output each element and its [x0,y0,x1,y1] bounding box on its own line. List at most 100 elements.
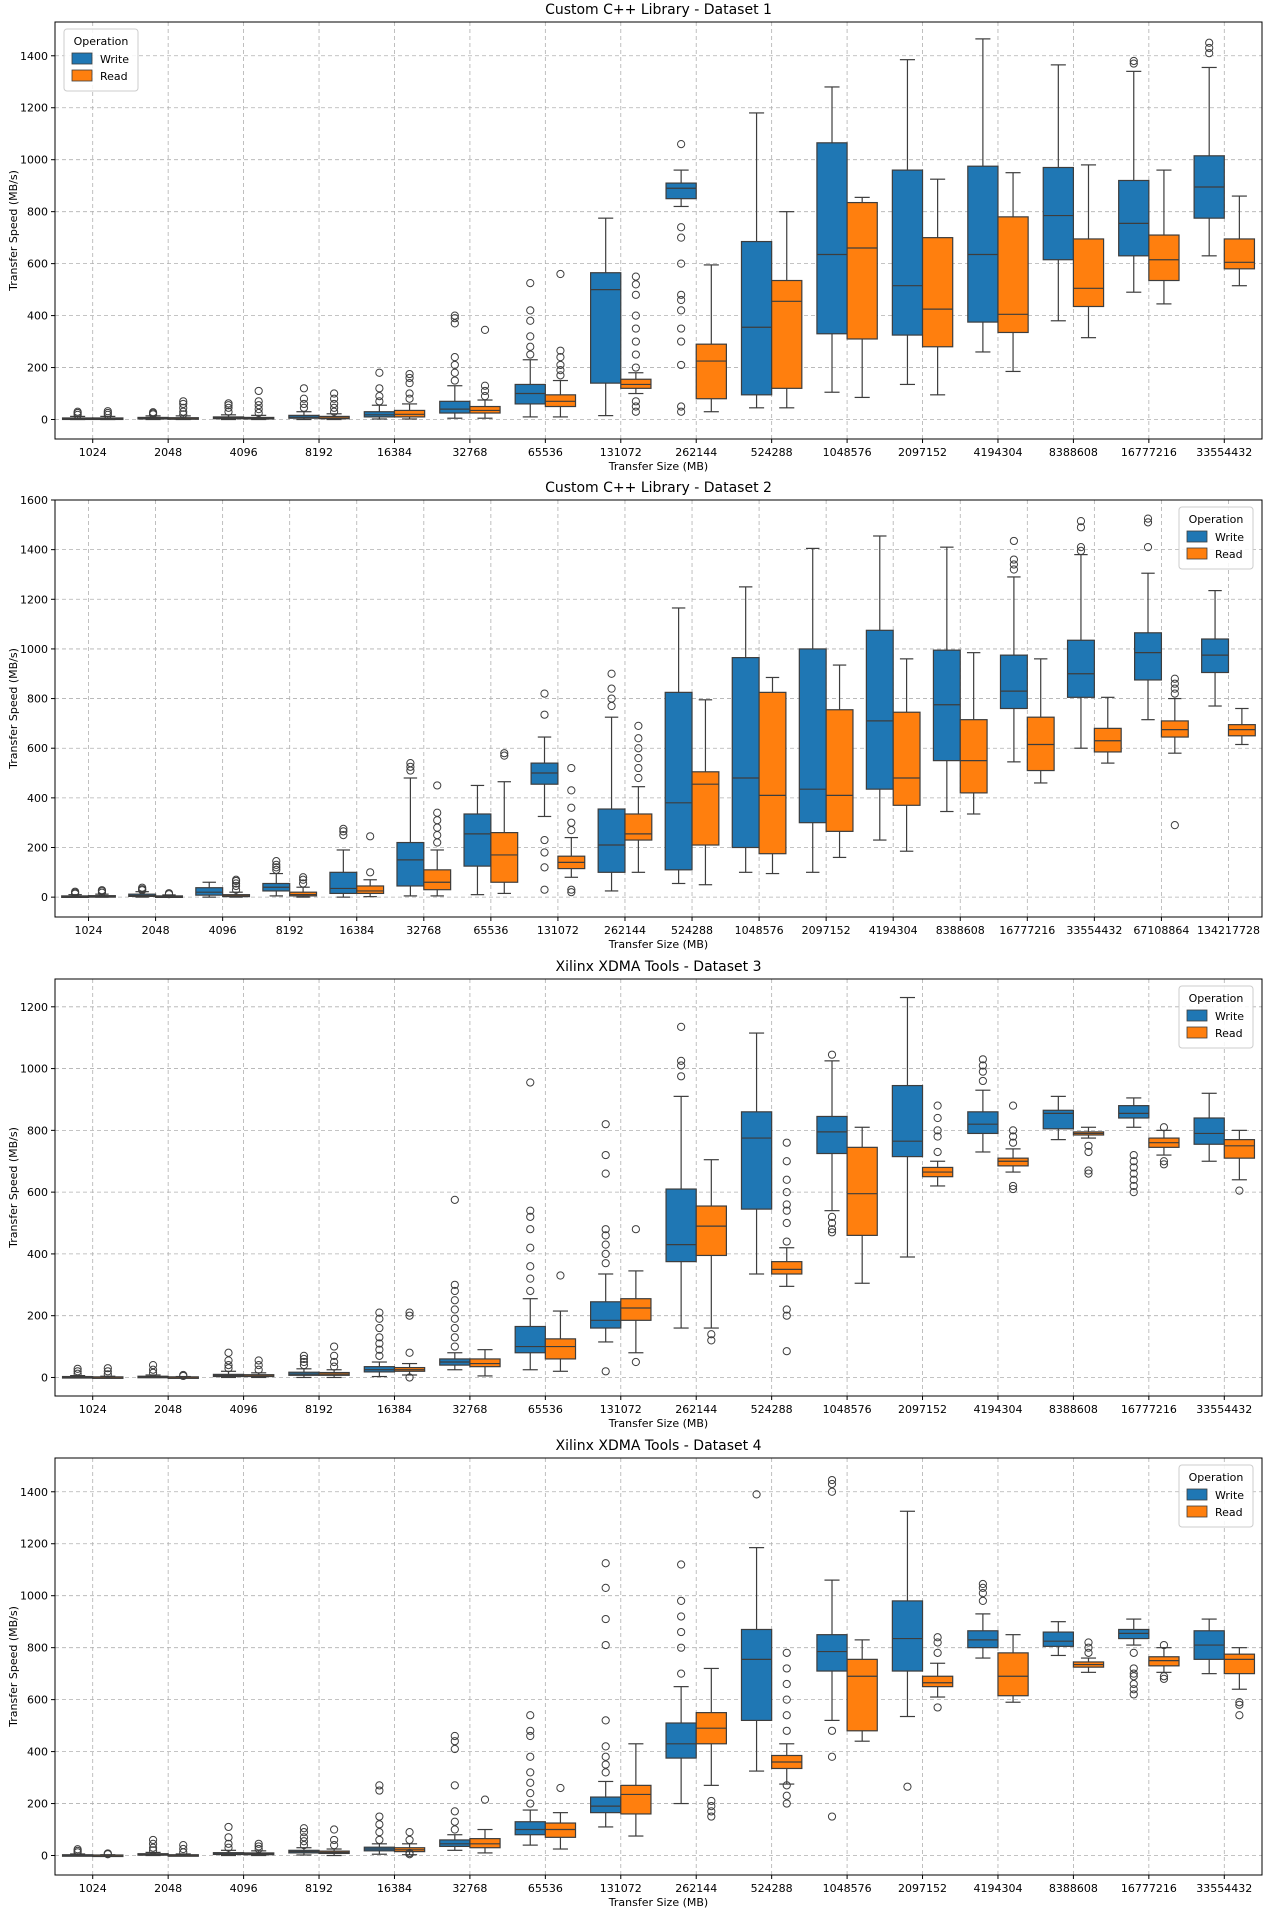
box-iqr [816,1115,848,1155]
y-axis: 0 200 400 600 800 1000 1200 1400 Transfer Speed … [7,1486,55,1863]
box-iqr [514,383,546,405]
outlier-point [450,1825,459,1834]
legend-swatch-read [1186,1505,1208,1518]
outlier-point [254,401,263,410]
y-tick-label: 1200 [20,102,48,115]
box-iqr [1066,639,1095,698]
outlier-point [272,860,281,869]
outlier-point [1008,1184,1018,1194]
box-read [771,1648,803,1808]
box-iqr [891,169,924,336]
box-iqr [590,272,622,384]
outlier-point [526,1752,535,1761]
box-iqr [740,1111,773,1210]
y-tick-label: 200 [27,842,48,855]
outlier-point [179,1841,188,1850]
x-tick-label: 65536 [528,1882,563,1895]
outlier-point [782,1347,791,1356]
box-read [997,1101,1029,1194]
x-tick-label: 4096 [230,1882,258,1895]
box-write [439,1195,471,1371]
outlier-point [526,1731,535,1741]
y-tick-label: 0 [41,414,48,427]
box-iqr [469,405,501,414]
grid [55,1458,1262,1875]
outlier-point [406,759,415,768]
outlier-point [1159,1160,1169,1169]
outlier-point [978,1583,987,1593]
outlier-point [1129,56,1138,66]
box-read [242,1839,275,1857]
box-read [167,1370,199,1381]
outlier-point [782,1695,791,1704]
outlier-point [752,1490,761,1499]
box-read [318,1342,350,1379]
box-write [665,1560,697,1805]
outlier-point [1084,1141,1093,1150]
y-tick-label: 800 [27,693,48,706]
outlier-point [299,1837,309,1846]
box-write [61,407,94,421]
legend: Operation Write Read [1178,506,1254,570]
outlier-point [601,1640,610,1650]
outlier-point [827,1752,837,1761]
plot-frame [54,499,1263,918]
outlier-point [405,373,414,383]
box-iqr [1133,632,1163,681]
box-read [87,886,116,898]
box-iqr [1026,716,1055,772]
box-read [771,211,803,409]
outlier-point [978,1067,987,1076]
x-axis-label: Transfer Size (MB) [608,460,708,473]
outlier-point [1159,1157,1169,1166]
x-tick-label: 4096 [230,446,258,459]
outlier-point [827,1726,837,1735]
box-iqr [624,813,653,841]
outlier-point [164,889,174,898]
chart-title: Xilinx XDMA Tools - Dataset 4 [556,1438,762,1454]
box-write [967,38,999,353]
legend-label-write: Write [100,53,129,66]
legend-title: Operation [1189,513,1244,526]
outlier-point [450,319,459,328]
legend-label-write: Write [1215,531,1244,544]
outlier-point [299,1361,309,1370]
box-iqr [620,378,652,389]
outlier-point [707,1336,716,1345]
outlier-point [677,1643,686,1652]
outlier-point [526,1726,535,1735]
box-iqr [865,629,894,790]
outlier-point [1129,1664,1138,1673]
outlier-point [782,1648,791,1657]
outlier-point [782,1799,791,1808]
outlier-point [406,762,415,771]
outlier-point [707,1802,716,1811]
outlier-point [1076,546,1086,555]
outlier-point [567,786,576,795]
box-write [597,669,626,892]
outlier-point [405,1835,414,1845]
box-iqr [825,709,854,832]
outlier-point [480,1795,490,1804]
outlier-point [330,1342,339,1351]
box-write [262,857,291,897]
outlier-point [1170,674,1179,683]
plot-frame [54,978,1263,1397]
box-iqr [846,1146,878,1236]
x-tick-label: 1048576 [823,1882,872,1895]
outlier-point [601,1150,610,1160]
box-iqr [620,1298,652,1321]
legend-label-read: Read [100,70,128,83]
x-tick-label: 4096 [230,1403,258,1416]
outlier-point [1159,1640,1169,1650]
outlier-point [103,407,112,416]
outlier-point [677,402,686,411]
outlier-point [433,816,442,825]
outlier-point [224,1839,233,1848]
outlier-point [601,1169,610,1178]
box-read [620,1225,652,1367]
outlier-point [677,337,686,346]
outlier-point [148,1839,158,1848]
outlier-point [782,1781,791,1790]
x-tick-label: 1024 [79,1882,107,1895]
